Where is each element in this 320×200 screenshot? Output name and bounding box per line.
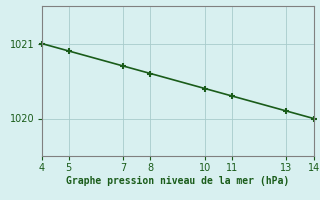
- X-axis label: Graphe pression niveau de la mer (hPa): Graphe pression niveau de la mer (hPa): [66, 176, 289, 186]
